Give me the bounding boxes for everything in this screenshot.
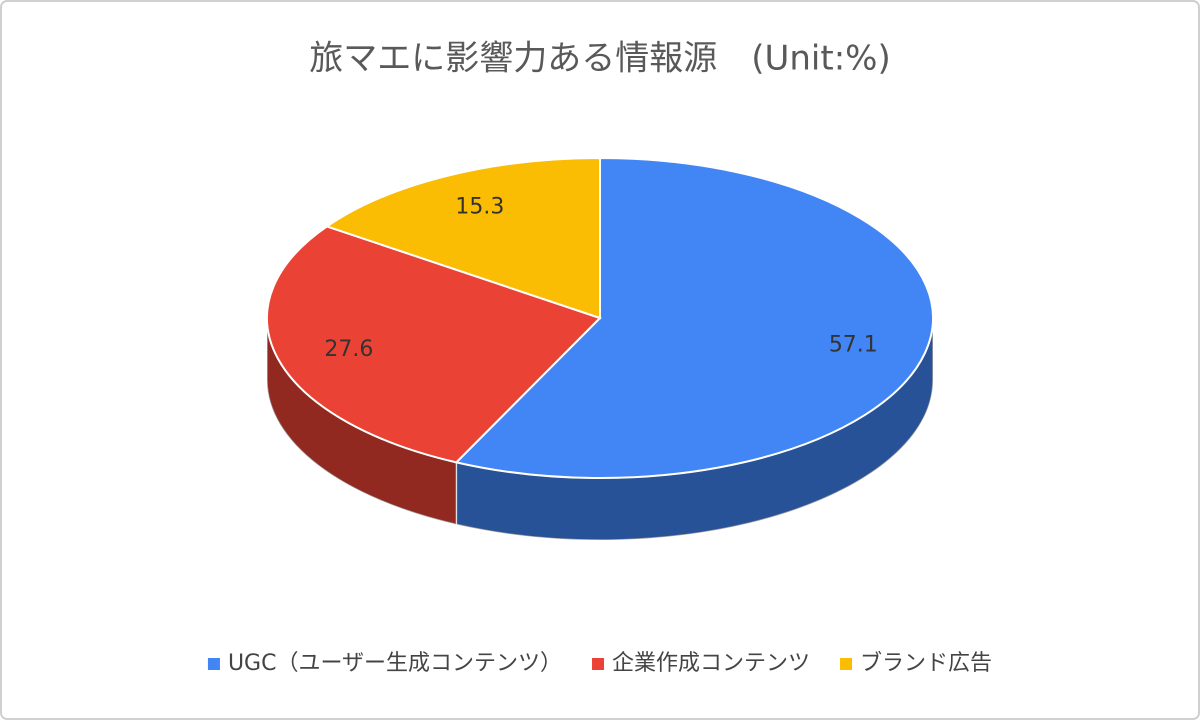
pie-side-shade <box>456 318 933 540</box>
legend-label: UGC（ユーザー生成コンテンツ） <box>228 651 562 676</box>
pie-slice <box>266 225 602 464</box>
pie-slice <box>324 156 601 320</box>
pie-side-shade <box>267 318 457 525</box>
data-label: 27.6 <box>324 337 373 362</box>
data-label: 15.3 <box>455 194 504 219</box>
pie-slice <box>454 156 934 479</box>
legend-swatch <box>592 658 605 670</box>
legend-swatch <box>840 658 853 670</box>
data-label: 57.1 <box>829 333 878 358</box>
legend-swatch <box>207 658 220 670</box>
legend-label: 企業作成コンテンツ <box>612 651 810 676</box>
legend-label: ブランド広告 <box>860 651 992 676</box>
chart-title: 旅マエに影響力ある情報源 (Unit:%) <box>309 39 891 79</box>
